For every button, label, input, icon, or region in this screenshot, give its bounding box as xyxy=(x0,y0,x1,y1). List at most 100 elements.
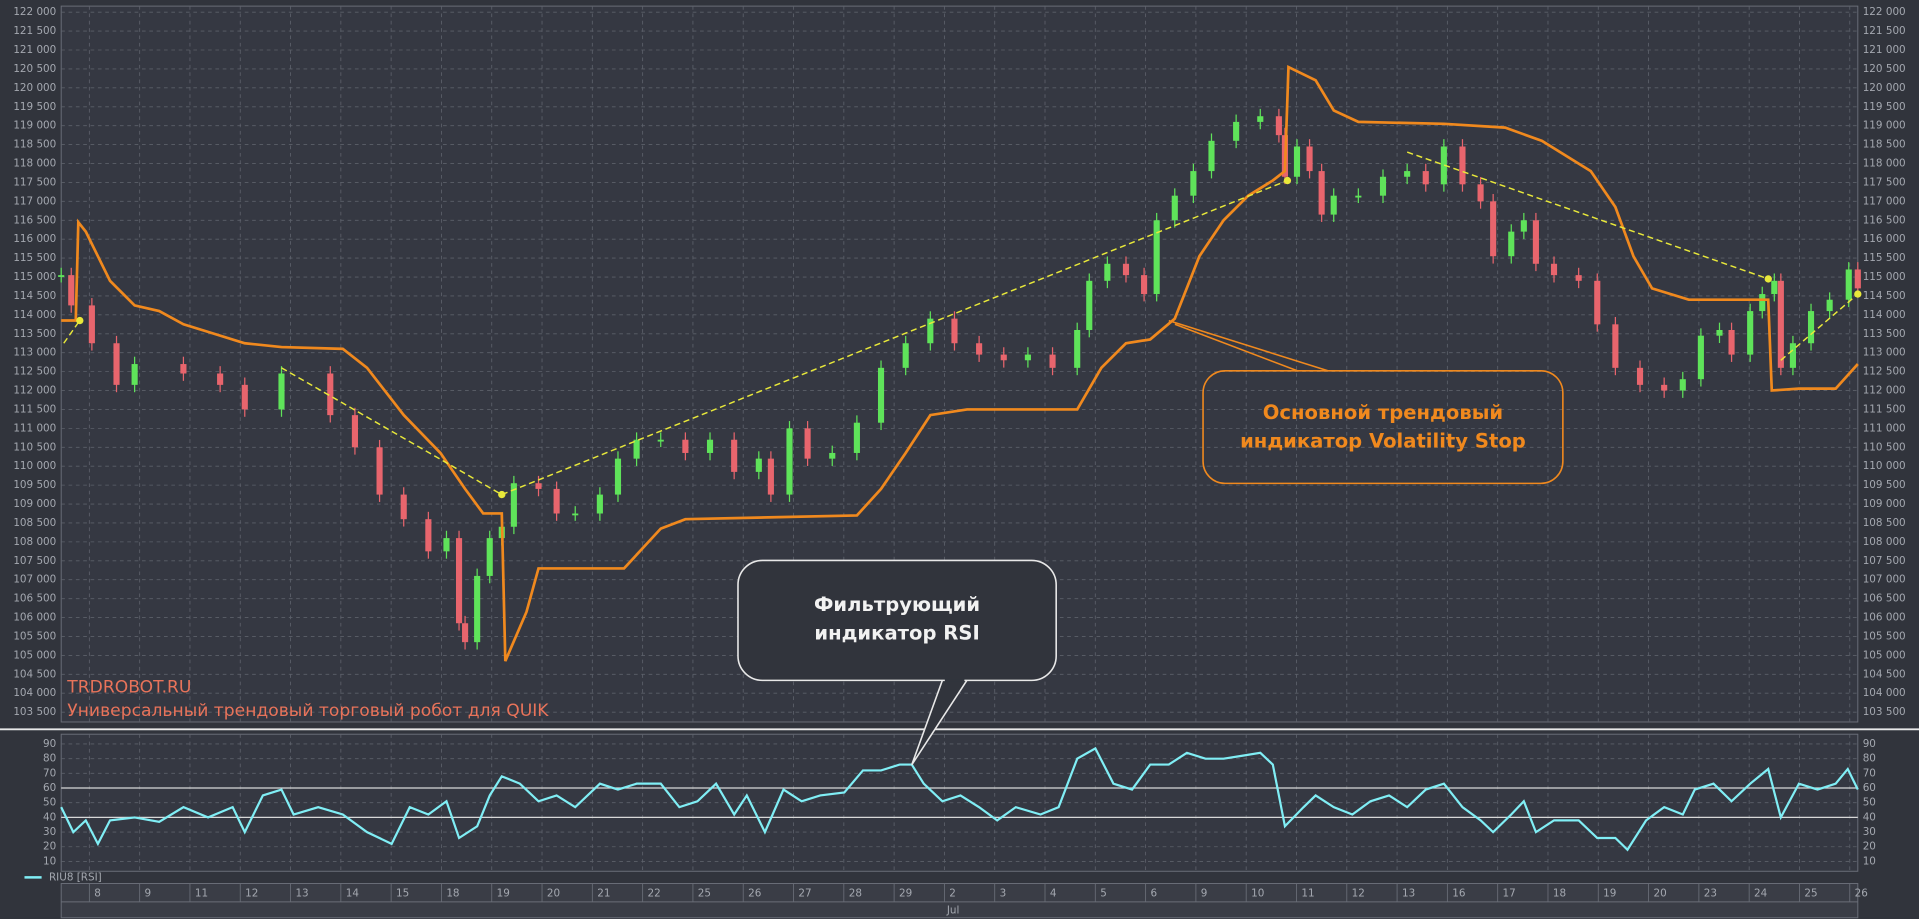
callout-text: Фильтрующий xyxy=(814,593,980,616)
x-tick-label: 28 xyxy=(849,887,862,899)
candle xyxy=(1330,195,1337,215)
x-tick-label: 12 xyxy=(1352,887,1365,899)
y-tick-label: 114 000 xyxy=(1863,309,1906,321)
y-tick-label: 80 xyxy=(1863,753,1876,765)
x-tick-label: 2 xyxy=(949,887,956,899)
x-tick-label: 25 xyxy=(1804,887,1817,899)
y-tick-label: 117 500 xyxy=(1863,176,1906,188)
y-tick-label: 118 500 xyxy=(13,139,56,151)
trend-line xyxy=(501,179,1288,496)
month-label: Jul xyxy=(946,904,960,916)
callout-box xyxy=(737,559,1057,682)
callout-text: индикатор Volatility Stop xyxy=(1240,429,1526,452)
candle xyxy=(1716,329,1723,336)
candle xyxy=(1854,269,1861,289)
x-tick-label: 15 xyxy=(396,887,409,899)
x-tick-label: 19 xyxy=(1603,887,1616,899)
y-tick-label: 113 000 xyxy=(1863,347,1906,359)
candle xyxy=(1508,231,1515,257)
y-tick-label: 122 000 xyxy=(13,6,56,18)
candle xyxy=(657,439,664,442)
y-tick-label: 109 000 xyxy=(1863,498,1906,510)
y-tick-label: 119 500 xyxy=(1863,101,1906,113)
candle xyxy=(1440,146,1447,185)
y-tick-label: 104 000 xyxy=(1863,687,1906,699)
y-tick-label: 106 500 xyxy=(1863,593,1906,605)
candle xyxy=(829,452,836,459)
y-tick-label: 110 500 xyxy=(1863,441,1906,453)
y-tick-label: 109 500 xyxy=(1863,479,1906,491)
y-tick-label: 118 000 xyxy=(1863,158,1906,170)
candle xyxy=(88,305,95,344)
y-tick-label: 106 000 xyxy=(1863,612,1906,624)
candle xyxy=(902,343,909,368)
y-tick-label: 103 500 xyxy=(13,706,56,718)
y-tick-label: 107 000 xyxy=(13,574,56,586)
candle xyxy=(1747,311,1754,355)
candle xyxy=(614,458,622,495)
y-tick-label: 122 000 xyxy=(1863,6,1906,18)
y-tick-label: 115 500 xyxy=(13,252,56,264)
candle xyxy=(633,439,640,459)
y-tick-label: 120 000 xyxy=(1863,82,1906,94)
y-tick-label: 10 xyxy=(43,855,56,867)
candle xyxy=(1679,379,1686,391)
candle xyxy=(241,384,248,410)
y-tick-label: 60 xyxy=(43,782,56,794)
candle xyxy=(462,623,469,643)
callout-pointer xyxy=(911,679,968,766)
y-tick-label: 120 500 xyxy=(1863,63,1906,75)
y-tick-label: 116 500 xyxy=(1863,214,1906,226)
x-tick-label: 24 xyxy=(1754,887,1768,899)
candle xyxy=(755,458,762,472)
candle xyxy=(976,343,983,355)
y-tick-label: 106 000 xyxy=(13,612,56,624)
y-tick-label: 105 500 xyxy=(13,630,56,642)
x-tick-label: 18 xyxy=(1553,887,1566,899)
y-tick-label: 40 xyxy=(43,811,56,823)
y-tick-label: 108 000 xyxy=(1863,536,1906,548)
x-tick-label: 26 xyxy=(748,887,761,899)
y-tick-label: 114 000 xyxy=(13,309,56,321)
candle xyxy=(553,488,560,514)
y-tick-label: 104 500 xyxy=(13,668,56,680)
candle xyxy=(1594,280,1601,325)
watermark: Универсальный трендовый торговый робот д… xyxy=(67,701,549,721)
y-tick-label: 118 000 xyxy=(13,158,56,170)
x-tick-label: 21 xyxy=(597,887,610,899)
candle xyxy=(1459,146,1466,185)
y-tick-label: 118 500 xyxy=(1863,139,1906,151)
y-tick-label: 107 500 xyxy=(1863,555,1906,567)
candle xyxy=(1697,335,1704,380)
trend-line xyxy=(1780,293,1859,361)
candle xyxy=(1771,280,1778,295)
trend-line xyxy=(1406,151,1769,280)
y-tick-label: 119 000 xyxy=(1863,120,1906,132)
candle xyxy=(376,447,383,495)
candle xyxy=(1404,171,1411,177)
candle xyxy=(180,364,187,374)
y-tick-label: 112 000 xyxy=(13,385,56,397)
y-tick-label: 121 000 xyxy=(13,44,56,56)
x-tick-label: 17 xyxy=(1503,887,1516,899)
candle xyxy=(1789,343,1796,368)
y-tick-label: 110 500 xyxy=(13,441,56,453)
candle xyxy=(767,458,774,495)
candle xyxy=(1049,354,1056,368)
y-tick-label: 107 500 xyxy=(13,555,56,567)
y-tick-label: 10 xyxy=(1863,855,1876,867)
y-tick-label: 20 xyxy=(1863,841,1876,853)
x-tick-label: 20 xyxy=(1653,887,1666,899)
x-tick-label: 19 xyxy=(497,887,510,899)
candle xyxy=(804,428,811,459)
y-tick-label: 120 500 xyxy=(13,63,56,75)
candle xyxy=(1275,116,1282,136)
y-tick-label: 109 000 xyxy=(13,498,56,510)
y-tick-label: 116 000 xyxy=(1863,233,1906,245)
candle xyxy=(1477,184,1484,202)
candle xyxy=(1612,324,1619,368)
candle xyxy=(1153,220,1160,295)
candle xyxy=(510,483,517,527)
callout-pointer xyxy=(1168,319,1329,372)
